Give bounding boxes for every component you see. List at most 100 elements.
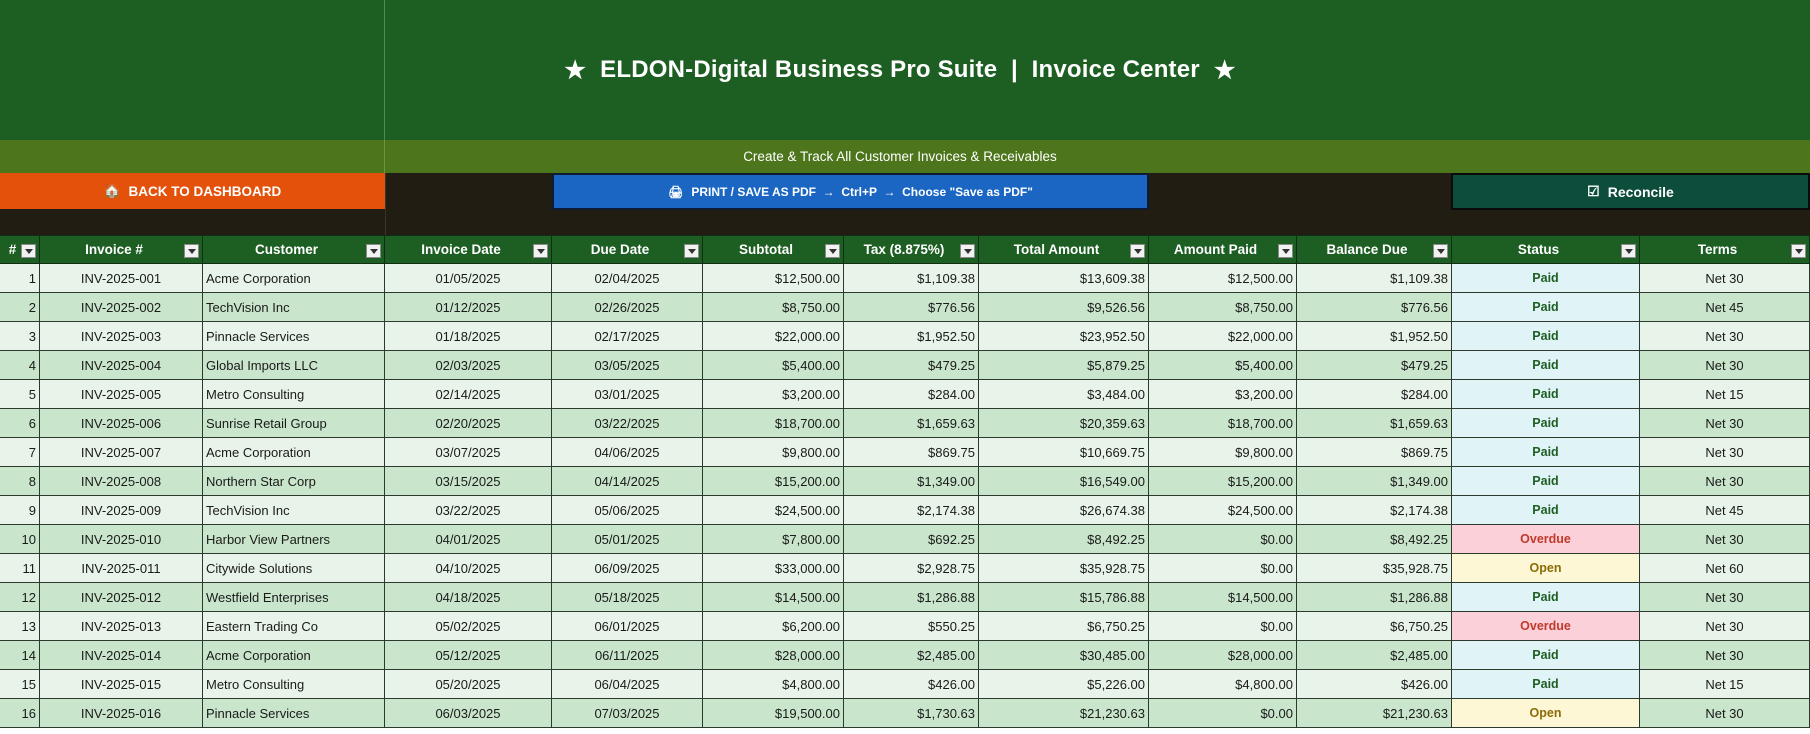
- cell-total-amount[interactable]: $8,492.25: [979, 525, 1149, 553]
- cell-invoice-date[interactable]: 03/07/2025: [385, 438, 552, 466]
- cell-row-number[interactable]: 16: [0, 699, 40, 727]
- cell-amount-paid[interactable]: $15,200.00: [1149, 467, 1297, 495]
- cell-invoice-date[interactable]: 05/12/2025: [385, 641, 552, 669]
- cell-subtotal[interactable]: $15,200.00: [703, 467, 844, 495]
- cell-customer[interactable]: Pinnacle Services: [203, 699, 385, 727]
- cell-due-date[interactable]: 06/09/2025: [552, 554, 703, 582]
- cell-balance-due[interactable]: $1,286.88: [1297, 583, 1452, 611]
- cell-invoice-date[interactable]: 03/22/2025: [385, 496, 552, 524]
- cell-terms[interactable]: Net 45: [1640, 293, 1810, 321]
- cell-balance-due[interactable]: $1,349.00: [1297, 467, 1452, 495]
- cell-status[interactable]: Paid: [1452, 380, 1640, 408]
- cell-row-number[interactable]: 9: [0, 496, 40, 524]
- cell-balance-due[interactable]: $426.00: [1297, 670, 1452, 698]
- cell-amount-paid[interactable]: $3,200.00: [1149, 380, 1297, 408]
- cell-customer[interactable]: TechVision Inc: [203, 496, 385, 524]
- cell-tax[interactable]: $1,109.38: [844, 264, 979, 292]
- cell-status[interactable]: Paid: [1452, 467, 1640, 495]
- cell-amount-paid[interactable]: $28,000.00: [1149, 641, 1297, 669]
- filter-dropdown-icon[interactable]: [1621, 244, 1636, 258]
- cell-row-number[interactable]: 6: [0, 409, 40, 437]
- cell-total-amount[interactable]: $21,230.63: [979, 699, 1149, 727]
- cell-customer[interactable]: Acme Corporation: [203, 641, 385, 669]
- cell-due-date[interactable]: 02/17/2025: [552, 322, 703, 350]
- filter-dropdown-icon[interactable]: [1433, 244, 1448, 258]
- cell-tax[interactable]: $869.75: [844, 438, 979, 466]
- cell-balance-due[interactable]: $8,492.25: [1297, 525, 1452, 553]
- column-header-due-date[interactable]: Due Date: [552, 236, 703, 263]
- cell-amount-paid[interactable]: $18,700.00: [1149, 409, 1297, 437]
- cell-invoice-number[interactable]: INV-2025-005: [40, 380, 203, 408]
- cell-row-number[interactable]: 7: [0, 438, 40, 466]
- cell-terms[interactable]: Net 30: [1640, 438, 1810, 466]
- cell-tax[interactable]: $284.00: [844, 380, 979, 408]
- cell-invoice-number[interactable]: INV-2025-006: [40, 409, 203, 437]
- cell-invoice-date[interactable]: 02/03/2025: [385, 351, 552, 379]
- cell-invoice-number[interactable]: INV-2025-009: [40, 496, 203, 524]
- filter-dropdown-icon[interactable]: [366, 244, 381, 258]
- cell-status[interactable]: Paid: [1452, 496, 1640, 524]
- cell-subtotal[interactable]: $5,400.00: [703, 351, 844, 379]
- cell-balance-due[interactable]: $2,485.00: [1297, 641, 1452, 669]
- cell-amount-paid[interactable]: $24,500.00: [1149, 496, 1297, 524]
- cell-terms[interactable]: Net 30: [1640, 699, 1810, 727]
- back-to-dashboard-button[interactable]: 🏠 BACK TO DASHBOARD: [0, 173, 385, 209]
- column-header-total-amount[interactable]: Total Amount: [979, 236, 1149, 263]
- cell-total-amount[interactable]: $35,928.75: [979, 554, 1149, 582]
- cell-invoice-date[interactable]: 03/15/2025: [385, 467, 552, 495]
- cell-row-number[interactable]: 3: [0, 322, 40, 350]
- cell-subtotal[interactable]: $24,500.00: [703, 496, 844, 524]
- cell-balance-due[interactable]: $1,109.38: [1297, 264, 1452, 292]
- cell-tax[interactable]: $2,928.75: [844, 554, 979, 582]
- cell-total-amount[interactable]: $30,485.00: [979, 641, 1149, 669]
- cell-amount-paid[interactable]: $0.00: [1149, 612, 1297, 640]
- cell-row-number[interactable]: 2: [0, 293, 40, 321]
- cell-due-date[interactable]: 04/06/2025: [552, 438, 703, 466]
- cell-terms[interactable]: Net 30: [1640, 583, 1810, 611]
- cell-total-amount[interactable]: $13,609.38: [979, 264, 1149, 292]
- cell-balance-due[interactable]: $1,952.50: [1297, 322, 1452, 350]
- cell-due-date[interactable]: 06/01/2025: [552, 612, 703, 640]
- cell-status[interactable]: Paid: [1452, 293, 1640, 321]
- cell-customer[interactable]: Acme Corporation: [203, 264, 385, 292]
- column-header-status[interactable]: Status: [1452, 236, 1640, 263]
- column-header-terms[interactable]: Terms: [1640, 236, 1810, 263]
- cell-subtotal[interactable]: $18,700.00: [703, 409, 844, 437]
- reconcile-button[interactable]: ☑ Reconcile: [1451, 173, 1810, 210]
- cell-total-amount[interactable]: $5,226.00: [979, 670, 1149, 698]
- cell-total-amount[interactable]: $20,359.63: [979, 409, 1149, 437]
- filter-dropdown-icon[interactable]: [960, 244, 975, 258]
- cell-tax[interactable]: $776.56: [844, 293, 979, 321]
- cell-invoice-number[interactable]: INV-2025-013: [40, 612, 203, 640]
- cell-tax[interactable]: $692.25: [844, 525, 979, 553]
- cell-tax[interactable]: $1,730.63: [844, 699, 979, 727]
- cell-total-amount[interactable]: $10,669.75: [979, 438, 1149, 466]
- cell-status[interactable]: Paid: [1452, 409, 1640, 437]
- cell-invoice-number[interactable]: INV-2025-014: [40, 641, 203, 669]
- cell-invoice-date[interactable]: 04/10/2025: [385, 554, 552, 582]
- cell-total-amount[interactable]: $3,484.00: [979, 380, 1149, 408]
- cell-amount-paid[interactable]: $5,400.00: [1149, 351, 1297, 379]
- cell-terms[interactable]: Net 30: [1640, 641, 1810, 669]
- cell-invoice-number[interactable]: INV-2025-004: [40, 351, 203, 379]
- cell-customer[interactable]: Northern Star Corp: [203, 467, 385, 495]
- cell-invoice-date[interactable]: 06/03/2025: [385, 699, 552, 727]
- cell-due-date[interactable]: 05/01/2025: [552, 525, 703, 553]
- cell-total-amount[interactable]: $23,952.50: [979, 322, 1149, 350]
- cell-status[interactable]: Paid: [1452, 670, 1640, 698]
- cell-status[interactable]: Paid: [1452, 264, 1640, 292]
- cell-customer[interactable]: Pinnacle Services: [203, 322, 385, 350]
- cell-tax[interactable]: $2,485.00: [844, 641, 979, 669]
- cell-due-date[interactable]: 03/22/2025: [552, 409, 703, 437]
- cell-status[interactable]: Paid: [1452, 438, 1640, 466]
- cell-subtotal[interactable]: $33,000.00: [703, 554, 844, 582]
- cell-due-date[interactable]: 05/18/2025: [552, 583, 703, 611]
- cell-balance-due[interactable]: $776.56: [1297, 293, 1452, 321]
- filter-dropdown-icon[interactable]: [21, 244, 36, 258]
- cell-subtotal[interactable]: $9,800.00: [703, 438, 844, 466]
- cell-balance-due[interactable]: $21,230.63: [1297, 699, 1452, 727]
- cell-due-date[interactable]: 03/05/2025: [552, 351, 703, 379]
- cell-customer[interactable]: Harbor View Partners: [203, 525, 385, 553]
- cell-due-date[interactable]: 05/06/2025: [552, 496, 703, 524]
- cell-balance-due[interactable]: $479.25: [1297, 351, 1452, 379]
